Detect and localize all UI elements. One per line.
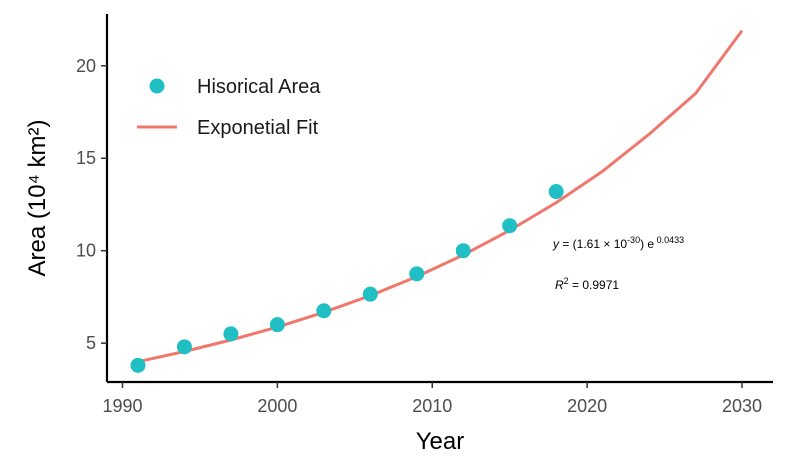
data-point	[316, 303, 332, 319]
legend-point-key	[149, 78, 165, 94]
x-ticks: 1990 2000 2010 2020 2030	[102, 382, 762, 416]
equation-y-var: y	[552, 237, 560, 251]
data-point	[130, 357, 146, 373]
equation-exponent-1: -30	[627, 235, 640, 245]
y-ticks: 5 10 15 20	[76, 56, 107, 353]
y-tick-label: 20	[76, 56, 96, 76]
data-point	[548, 184, 564, 200]
x-axis-title: Year	[416, 428, 465, 455]
equation-exponent-2: 0.0433	[654, 235, 684, 245]
legend-label-historical: Hisorical Area	[197, 76, 321, 98]
r2-exponent: 2	[564, 276, 569, 286]
y-axis-title: Area (10⁴ km²)	[24, 119, 51, 276]
data-point	[269, 317, 285, 333]
data-point	[223, 326, 239, 342]
axes	[105, 14, 773, 384]
equation-coefficient: = (1.61 × 10	[559, 237, 627, 251]
data-point	[176, 339, 192, 355]
legend-label-fit: Exponetial Fit	[197, 117, 319, 139]
data-point	[362, 286, 378, 302]
equation-annotation: y = (1.61 × 10-30) e 0.0433	[552, 235, 684, 251]
x-tick-label: 2010	[412, 396, 452, 416]
legend: Hisorical Area Exponetial Fit	[137, 76, 321, 139]
x-tick-label: 1990	[102, 396, 142, 416]
x-tick-label: 2030	[722, 396, 762, 416]
equation-e: ) e	[640, 237, 654, 251]
data-point	[409, 266, 425, 282]
fit-layer	[137, 29, 744, 364]
r2-annotation: R2 = 0.9971	[555, 276, 619, 292]
y-tick-label: 10	[76, 241, 96, 261]
x-tick-label: 2000	[257, 396, 297, 416]
y-tick-label: 15	[76, 148, 96, 168]
r2-base: R	[555, 278, 564, 292]
r2-value: = 0.9971	[569, 278, 620, 292]
fit-line	[137, 29, 744, 364]
annotations: y = (1.61 × 10-30) e 0.0433 R2 = 0.9971	[552, 235, 684, 292]
y-tick-label: 5	[86, 333, 96, 353]
data-point	[455, 243, 471, 259]
x-tick-label: 2020	[567, 396, 607, 416]
data-point	[502, 218, 518, 234]
points-layer	[130, 184, 564, 373]
